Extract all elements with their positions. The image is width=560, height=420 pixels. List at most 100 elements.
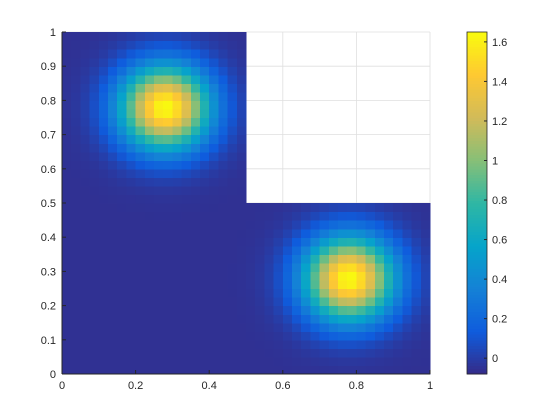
- x-tick-label: 0.8: [349, 380, 364, 392]
- colorbar-segment: [467, 106, 487, 110]
- heatmap-cell: [227, 143, 238, 153]
- heatmap-cell: [80, 126, 91, 136]
- heatmap-cell: [200, 356, 210, 367]
- colorbar-segment: [467, 54, 487, 59]
- heatmap-cell: [236, 254, 247, 264]
- heatmap-cell: [218, 66, 229, 76]
- heatmap-cell: [62, 185, 72, 196]
- heatmap-cell: [411, 279, 422, 290]
- heatmap-cell: [163, 100, 173, 110]
- heatmap-cell: [319, 331, 330, 341]
- heatmap-cell: [108, 237, 118, 247]
- colorbar-segment: [467, 37, 487, 42]
- heatmap-cell: [365, 331, 376, 341]
- heatmap-cell: [319, 297, 330, 307]
- heatmap-cell: [264, 331, 275, 341]
- heatmap-cell: [411, 305, 422, 315]
- heatmap-cell: [301, 254, 311, 264]
- heatmap-cell: [365, 262, 376, 272]
- heatmap-cell: [319, 356, 330, 367]
- heatmap-cell: [154, 271, 164, 281]
- heatmap-cell: [135, 126, 146, 136]
- heatmap-cell: [154, 126, 164, 136]
- heatmap-cell: [154, 262, 164, 272]
- heatmap-cell: [301, 288, 311, 298]
- colorbar-segment: [467, 268, 487, 272]
- heatmap-cell: [384, 228, 394, 238]
- heatmap-cell: [328, 305, 339, 315]
- heatmap-cell: [338, 262, 348, 272]
- heatmap-cell: [181, 314, 192, 324]
- heatmap-cell: [108, 194, 118, 204]
- heatmap-cell: [273, 314, 284, 324]
- heatmap-cell: [163, 279, 173, 290]
- heatmap-cell: [172, 288, 183, 298]
- heatmap-cell: [135, 185, 146, 196]
- colorbar-gradient: [467, 32, 487, 375]
- heatmap-cell: [347, 356, 357, 367]
- heatmap-cell: [135, 365, 146, 375]
- heatmap-cell: [89, 322, 100, 332]
- heatmap-cell: [227, 83, 238, 93]
- heatmap-cell: [209, 74, 219, 84]
- heatmap-cell: [301, 220, 311, 230]
- heatmap-cell: [89, 220, 100, 230]
- heatmap-cell: [163, 177, 173, 187]
- heatmap-cell: [144, 66, 155, 76]
- heatmap-cell: [181, 331, 192, 341]
- heatmap-cell: [356, 339, 367, 349]
- heatmap-cell: [135, 220, 146, 230]
- heatmap-cell: [172, 168, 183, 178]
- colorbar-segment: [467, 257, 487, 261]
- heatmap-cell: [393, 254, 403, 264]
- colorbar-segment: [467, 49, 487, 53]
- heatmap-cell: [393, 322, 403, 332]
- heatmap-cell: [200, 279, 210, 290]
- heatmap-cell: [218, 57, 229, 67]
- heatmap-cell: [62, 203, 72, 213]
- heatmap-cell: [301, 356, 311, 367]
- heatmap-cell: [218, 220, 229, 230]
- colorbar-segment: [467, 89, 487, 93]
- heatmap-cell: [218, 151, 229, 161]
- heatmap-cell: [273, 305, 284, 315]
- heatmap-cell: [365, 356, 376, 367]
- heatmap-cell: [181, 339, 192, 349]
- heatmap-cell: [126, 126, 137, 136]
- heatmap-cell: [71, 185, 81, 196]
- heatmap-cell: [384, 339, 394, 349]
- heatmap-cell: [108, 203, 118, 213]
- heatmap-cell: [154, 143, 164, 153]
- colorbar-segment: [467, 165, 487, 170]
- heatmap-cell: [181, 57, 192, 67]
- heatmap-cell: [172, 151, 183, 161]
- heatmap-cell: [301, 279, 311, 290]
- heatmap-cell: [98, 365, 109, 375]
- heatmap-cell: [135, 228, 146, 238]
- heatmap-cell: [62, 237, 72, 247]
- heatmap-cell: [71, 211, 81, 221]
- heatmap-cell: [108, 331, 118, 341]
- heatmap-cell: [402, 297, 413, 307]
- heatmap-cell: [172, 185, 183, 196]
- heatmap-cell: [264, 365, 275, 375]
- heatmap-cell: [154, 314, 164, 324]
- heatmap-cell: [108, 177, 118, 187]
- heatmap-cell: [319, 254, 330, 264]
- heatmap-cell: [301, 331, 311, 341]
- heatmap-cell: [108, 211, 118, 221]
- heatmap-cell: [181, 365, 192, 375]
- heatmap-cell: [172, 40, 183, 50]
- heatmap-cell: [181, 143, 192, 153]
- heatmap-cell: [126, 177, 137, 187]
- heatmap-cell: [154, 220, 164, 230]
- heatmap-cell: [108, 134, 118, 144]
- heatmap-cell: [108, 356, 118, 367]
- heatmap-cell: [80, 271, 91, 281]
- heatmap-cell: [108, 322, 118, 332]
- heatmap-cell: [301, 348, 311, 358]
- heatmap-cell: [236, 134, 247, 144]
- heatmap-cell: [374, 322, 385, 332]
- y-tick-label: 0: [50, 369, 56, 381]
- heatmap-cell: [163, 57, 173, 67]
